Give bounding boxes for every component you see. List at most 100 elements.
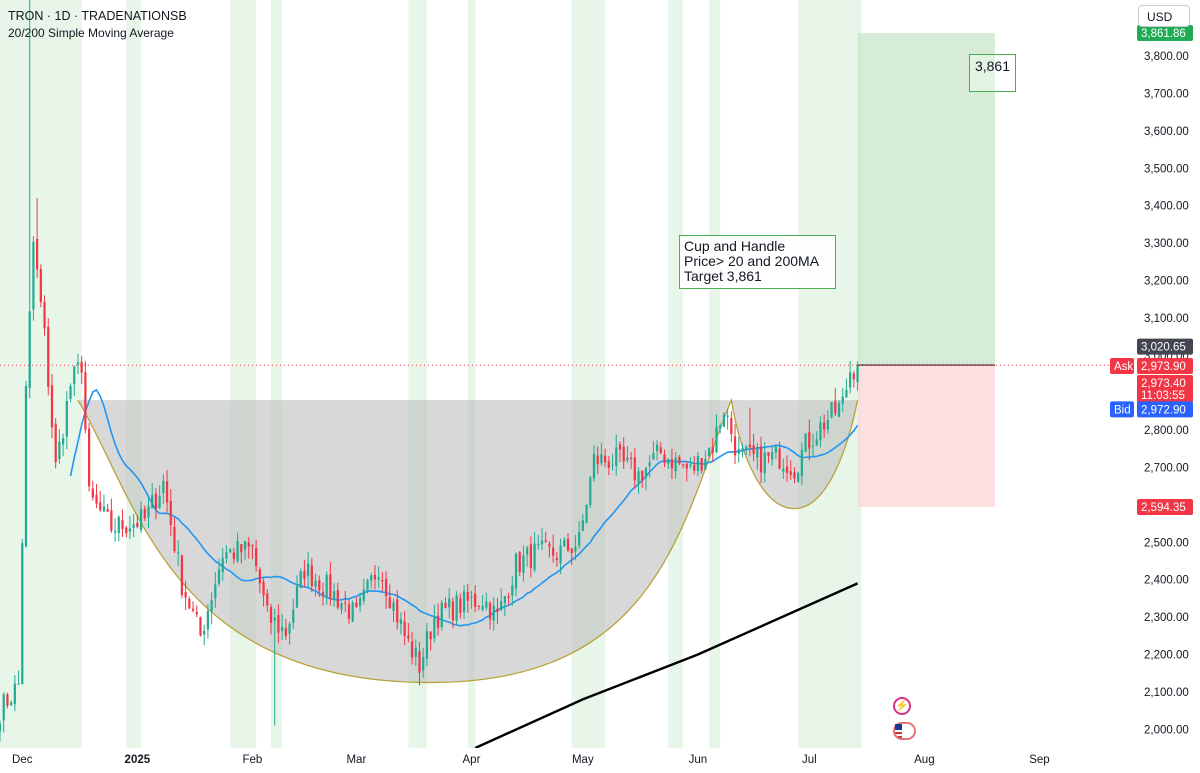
candle[interactable] (84, 360, 87, 434)
candle[interactable] (592, 445, 596, 482)
candle[interactable] (269, 603, 273, 635)
candle[interactable] (384, 571, 388, 609)
candle[interactable] (58, 428, 61, 464)
candle[interactable] (0, 720, 2, 742)
candle[interactable] (526, 545, 529, 567)
candle[interactable] (243, 540, 247, 560)
candle[interactable] (726, 408, 729, 430)
candle[interactable] (50, 373, 54, 439)
candle[interactable] (407, 623, 410, 643)
candle[interactable] (147, 498, 150, 529)
candle[interactable] (388, 584, 391, 609)
candle[interactable] (154, 488, 158, 520)
candle[interactable] (544, 531, 547, 543)
candle[interactable] (128, 515, 132, 539)
candle[interactable] (433, 604, 436, 643)
candle[interactable] (566, 533, 570, 553)
candle[interactable] (69, 383, 72, 403)
candle[interactable] (251, 544, 254, 560)
candle[interactable] (488, 601, 492, 630)
candle[interactable] (663, 449, 666, 468)
candle[interactable] (217, 558, 221, 587)
candle[interactable] (203, 624, 206, 646)
candle[interactable] (139, 501, 143, 533)
candle[interactable] (604, 448, 607, 468)
candle[interactable] (529, 536, 532, 578)
candle[interactable] (804, 433, 807, 453)
candle[interactable] (143, 505, 146, 522)
candle[interactable] (188, 596, 191, 609)
candle[interactable] (344, 590, 347, 612)
candle[interactable] (696, 451, 700, 477)
time-axis[interactable]: Dec 2025 Feb Mar Apr May Jun Jul Aug Sep (0, 748, 1200, 773)
candle[interactable] (451, 597, 455, 629)
candle[interactable] (125, 525, 128, 538)
candle[interactable] (429, 631, 432, 651)
candle[interactable] (485, 592, 488, 611)
candle[interactable] (808, 419, 811, 461)
candle[interactable] (314, 573, 317, 597)
candle[interactable] (113, 518, 117, 542)
candle[interactable] (774, 444, 777, 460)
candle[interactable] (95, 484, 98, 509)
candle[interactable] (462, 584, 466, 620)
candle[interactable] (511, 576, 514, 607)
candle[interactable] (325, 571, 328, 605)
candle[interactable] (295, 575, 299, 609)
candle[interactable] (585, 503, 588, 524)
candle[interactable] (333, 583, 336, 607)
candle[interactable] (700, 457, 703, 474)
candle[interactable] (826, 410, 829, 434)
candle[interactable] (106, 503, 109, 512)
candle[interactable] (852, 370, 855, 388)
candle[interactable] (10, 700, 13, 706)
candle[interactable] (500, 588, 503, 611)
candle[interactable] (2, 692, 5, 733)
candle[interactable] (466, 583, 469, 613)
candle[interactable] (507, 592, 510, 605)
candle[interactable] (76, 353, 80, 374)
candle[interactable] (117, 515, 120, 542)
candle[interactable] (704, 450, 707, 471)
candle[interactable] (815, 431, 818, 447)
candle[interactable] (39, 264, 42, 308)
candle[interactable] (288, 621, 291, 645)
candle[interactable] (199, 616, 202, 637)
candle[interactable] (229, 548, 232, 554)
candle[interactable] (474, 585, 477, 612)
candle[interactable] (745, 444, 748, 456)
candle[interactable] (589, 475, 592, 508)
candle[interactable] (522, 545, 525, 582)
candle[interactable] (678, 454, 681, 466)
candle[interactable] (299, 568, 302, 589)
candle[interactable] (655, 439, 659, 461)
candle[interactable] (132, 514, 135, 538)
candle[interactable] (173, 517, 176, 554)
candle[interactable] (785, 455, 789, 482)
candle[interactable] (358, 592, 362, 613)
candle[interactable] (310, 557, 313, 592)
candle[interactable] (425, 622, 429, 667)
candle[interactable] (563, 537, 566, 548)
candle[interactable] (707, 447, 711, 458)
candle[interactable] (540, 527, 544, 551)
candle[interactable] (281, 614, 284, 640)
candle[interactable] (444, 597, 447, 609)
candle[interactable] (255, 539, 258, 572)
candle[interactable] (184, 580, 187, 610)
candle[interactable] (195, 605, 198, 618)
candle[interactable] (13, 675, 16, 712)
candle[interactable] (652, 440, 655, 461)
candle[interactable] (102, 494, 106, 512)
candle[interactable] (221, 548, 224, 581)
candle[interactable] (136, 514, 139, 529)
candle[interactable] (763, 442, 766, 483)
candle[interactable] (165, 470, 169, 513)
candle[interactable] (615, 434, 618, 476)
candle[interactable] (266, 589, 269, 612)
candle[interactable] (206, 604, 210, 639)
candle[interactable] (771, 445, 774, 466)
candle[interactable] (600, 442, 603, 466)
candle[interactable] (321, 582, 325, 606)
candle[interactable] (370, 572, 373, 589)
